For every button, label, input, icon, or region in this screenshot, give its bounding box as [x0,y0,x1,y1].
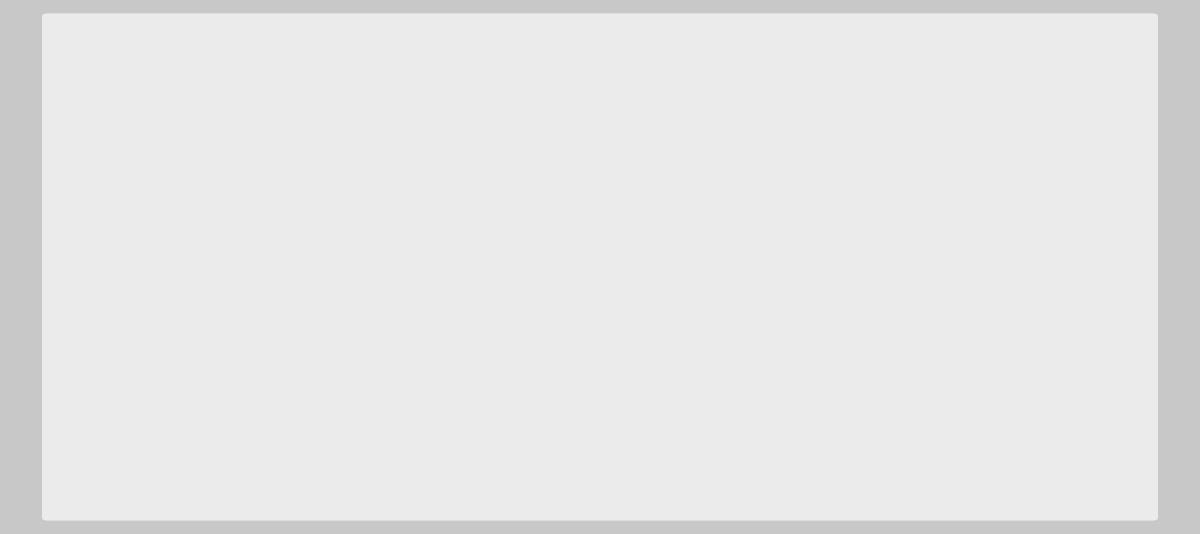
Text: 0.125 moles O₂: 0.125 moles O₂ [148,383,298,402]
Text: 0.250 moles O₂: 0.250 moles O₂ [148,331,298,349]
Text: 0.083 moles ZnS: 0.083 moles ZnS [148,436,312,454]
Text: 2 ZnS + 3 O₂ ---> 2 ZnO + 2 SO₂: 2 ZnS + 3 O₂ ---> 2 ZnO + 2 SO₂ [92,242,434,262]
Text: A reaction mixture initially contains 0.25 moles of ZnS and 0.25 moles of O₂. Af: A reaction mixture initially contains 0.… [92,51,1051,71]
Text: 0.167 moles ZnS: 0.167 moles ZnS [148,489,312,507]
Text: reaction is complete, how many moles of the excess reactant are left over?: reaction is complete, how many moles of … [92,137,932,156]
